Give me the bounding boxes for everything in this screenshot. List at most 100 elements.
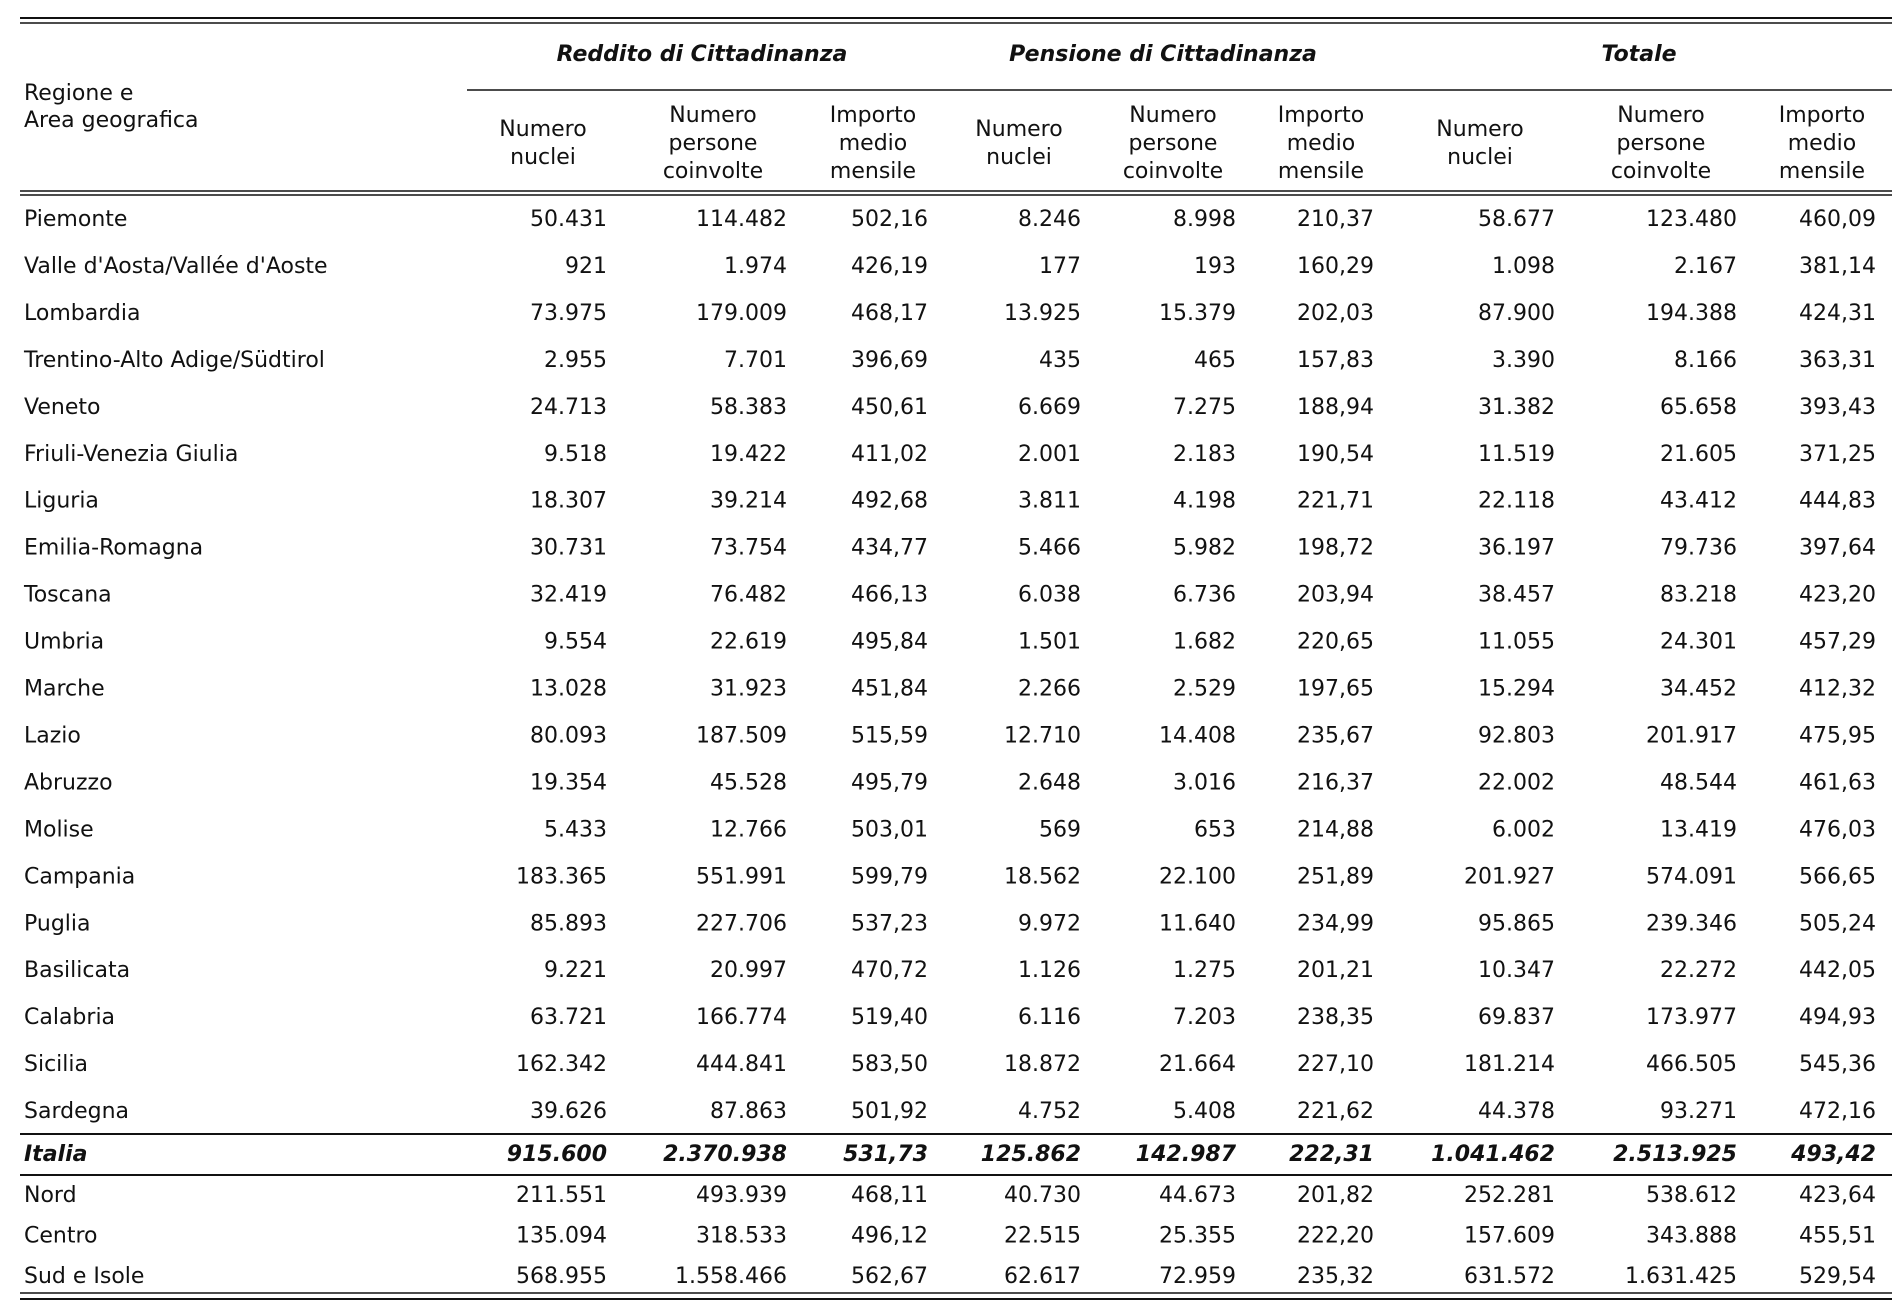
- row-cell: 203,94: [1297, 583, 1374, 608]
- row-cell: 8.998: [1173, 207, 1236, 232]
- row-cell: 451,84: [851, 677, 928, 702]
- row-label: Sardegna: [24, 1099, 129, 1124]
- row-cell: 1.501: [1018, 630, 1081, 655]
- row-cell: 201.917: [1646, 723, 1737, 748]
- total-cell: 1.041.462: [1431, 1142, 1555, 1167]
- row-cell: 22.002: [1478, 770, 1555, 795]
- row-cell: 197,65: [1297, 677, 1374, 702]
- row-cell: 426,19: [851, 254, 928, 279]
- row-label: Abruzzo: [24, 770, 113, 795]
- row-cell: 34.452: [1660, 677, 1737, 702]
- row-cell: 574.091: [1646, 864, 1737, 889]
- row-cell: 22.100: [1159, 864, 1236, 889]
- column-header: persone: [1129, 131, 1218, 156]
- row-cell: 461,63: [1799, 770, 1876, 795]
- row-cell: 30.731: [530, 536, 607, 561]
- row-cell: 412,32: [1799, 677, 1876, 702]
- row-cell: 190,54: [1297, 442, 1374, 467]
- row-cell: 39.214: [710, 489, 787, 514]
- row-cell: 36.197: [1478, 536, 1555, 561]
- row-cell: 5.982: [1173, 536, 1236, 561]
- row-cell: 1.682: [1173, 630, 1236, 655]
- row-cell: 3.016: [1173, 770, 1236, 795]
- group-header: Pensione di Cittadinanza: [1009, 42, 1317, 67]
- row-cell: 19.422: [710, 442, 787, 467]
- row-cell: 18.562: [1004, 864, 1081, 889]
- row-cell: 466.505: [1646, 1052, 1737, 1077]
- row-cell: 85.893: [530, 911, 607, 936]
- area-cell: 22.515: [1004, 1224, 1081, 1249]
- corner-header: Area geografica: [24, 108, 199, 133]
- row-label: Puglia: [24, 911, 91, 936]
- column-header: Numero: [1129, 103, 1216, 128]
- row-cell: 80.093: [530, 723, 607, 748]
- column-header: persone: [669, 131, 758, 156]
- row-cell: 5.466: [1018, 536, 1081, 561]
- row-cell: 6.116: [1018, 1005, 1081, 1030]
- row-cell: 79.736: [1660, 536, 1737, 561]
- row-cell: 69.837: [1478, 1005, 1555, 1030]
- row-cell: 216,37: [1297, 770, 1374, 795]
- row-cell: 9.221: [544, 958, 607, 983]
- column-header: coinvolte: [1123, 159, 1223, 184]
- row-cell: 210,37: [1297, 207, 1374, 232]
- row-cell: 2.266: [1018, 677, 1081, 702]
- column-header: mensile: [830, 159, 916, 184]
- area-cell: 631.572: [1464, 1264, 1555, 1289]
- row-cell: 363,31: [1799, 348, 1876, 373]
- column-header: Numero: [1617, 103, 1704, 128]
- total-cell: 142.987: [1136, 1142, 1237, 1167]
- row-cell: 12.766: [710, 817, 787, 842]
- row-label: Veneto: [24, 395, 100, 420]
- area-cell: 252.281: [1464, 1183, 1555, 1208]
- row-cell: 76.482: [710, 583, 787, 608]
- row-cell: 227.706: [696, 911, 787, 936]
- column-header: nuclei: [510, 145, 576, 170]
- area-label: Centro: [24, 1224, 98, 1249]
- row-cell: 14.408: [1159, 723, 1236, 748]
- row-cell: 476,03: [1799, 817, 1876, 842]
- row-cell: 442,05: [1799, 958, 1876, 983]
- area-cell: 157.609: [1464, 1224, 1555, 1249]
- row-cell: 411,02: [851, 442, 928, 467]
- area-cell: 496,12: [851, 1224, 928, 1249]
- row-cell: 21.664: [1159, 1052, 1236, 1077]
- row-cell: 1.126: [1018, 958, 1081, 983]
- row-cell: 566,65: [1799, 864, 1876, 889]
- row-cell: 502,16: [851, 207, 928, 232]
- row-cell: 450,61: [851, 395, 928, 420]
- row-cell: 31.382: [1478, 395, 1555, 420]
- row-cell: 13.028: [530, 677, 607, 702]
- row-cell: 22.619: [710, 630, 787, 655]
- row-cell: 11.640: [1159, 911, 1236, 936]
- row-cell: 18.307: [530, 489, 607, 514]
- row-cell: 460,09: [1799, 207, 1876, 232]
- row-label: Toscana: [23, 583, 112, 608]
- total-label: Italia: [24, 1142, 87, 1167]
- total-cell: 915.600: [507, 1142, 607, 1167]
- area-cell: 44.673: [1159, 1183, 1236, 1208]
- row-label: Marche: [24, 677, 105, 702]
- row-cell: 93.271: [1660, 1099, 1737, 1124]
- row-cell: 183.365: [516, 864, 607, 889]
- row-label: Emilia-Romagna: [24, 536, 203, 561]
- row-cell: 551.991: [696, 864, 787, 889]
- row-cell: 95.865: [1478, 911, 1555, 936]
- row-label: Lombardia: [24, 301, 140, 326]
- row-cell: 166.774: [696, 1005, 787, 1030]
- column-header: coinvolte: [663, 159, 763, 184]
- area-label: Sud e Isole: [24, 1264, 144, 1289]
- row-cell: 6.002: [1492, 817, 1555, 842]
- column-header: medio: [839, 131, 908, 156]
- row-label: Liguria: [24, 489, 99, 514]
- row-cell: 465: [1194, 348, 1236, 373]
- row-cell: 234,99: [1297, 911, 1374, 936]
- row-cell: 114.482: [696, 207, 787, 232]
- row-cell: 424,31: [1799, 301, 1876, 326]
- area-cell: 25.355: [1159, 1224, 1236, 1249]
- row-cell: 468,17: [851, 301, 928, 326]
- row-cell: 11.055: [1478, 630, 1555, 655]
- row-cell: 20.997: [710, 958, 787, 983]
- row-cell: 251,89: [1297, 864, 1374, 889]
- row-cell: 73.754: [710, 536, 787, 561]
